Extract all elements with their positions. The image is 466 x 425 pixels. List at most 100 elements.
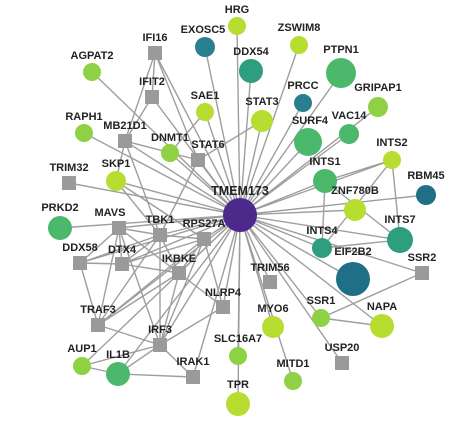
node-label-myo6: MYO6 (257, 303, 288, 315)
node-label-ints2: INTS2 (376, 137, 407, 149)
node-stat3 (251, 110, 273, 132)
node-label-mb21d1: MB21D1 (103, 120, 146, 132)
node-label-rps27a: RPS27A (183, 218, 226, 230)
node-label-stat3: STAT3 (245, 96, 278, 108)
node-hrg (228, 17, 246, 35)
node-label-ints4: INTS4 (306, 225, 338, 237)
node-label-aup1: AUP1 (67, 343, 96, 355)
edge-dtx4-ikbke (121, 263, 180, 274)
node-ints2 (383, 151, 401, 169)
node-label-ints7: INTS7 (384, 214, 415, 226)
node-agpat2 (83, 63, 101, 81)
edge-tmem173-raph1 (83, 132, 241, 216)
edge-tbk1-rps27a (159, 234, 205, 240)
node-label-slc16a7: SLC16A7 (214, 333, 262, 345)
edge-traf3-irf3 (97, 324, 161, 346)
edge-mavs-ikbke (118, 227, 180, 274)
label-layer: TMEM173 HRG EXOSC5 ZSWIM8 IFI16 DDX54 PTPN1 AGP… (41, 4, 444, 391)
edge-nlrp4-irf3 (159, 306, 224, 346)
node-irf3 (153, 338, 167, 352)
node-rps27a (197, 232, 211, 246)
node-label-prkd2: PRKD2 (41, 202, 78, 214)
edge-tmem173-znf780b (239, 209, 356, 216)
node-skp1 (106, 171, 126, 191)
node-vac14 (339, 124, 359, 144)
node-ints4 (312, 238, 332, 258)
node-mitd1 (284, 372, 302, 390)
edge-mavs-traf3 (97, 227, 120, 326)
node-label-ddx54: DDX54 (233, 46, 269, 58)
node-label-ddx58: DDX58 (62, 242, 97, 254)
edge-tmem173-mb21d1 (124, 140, 241, 216)
node-sae1 (196, 103, 214, 121)
edge-ikbke-traf3 (97, 272, 180, 326)
edge-tmem173-ints7 (239, 214, 401, 241)
node-label-tpr: TPR (227, 379, 249, 391)
edge-tmem173-ptpn1 (239, 72, 342, 216)
node-exosc5 (195, 37, 215, 57)
node-label-ikbke: IKBKE (162, 253, 196, 265)
edge-tbk1-traf3 (97, 234, 161, 326)
edge-rps27a-traf3 (97, 238, 205, 326)
edge-ssr1-ssr2 (320, 272, 423, 319)
edge-tmem173-mavs (118, 214, 241, 229)
node-label-skp1: SKP1 (102, 158, 131, 170)
edge-ints2-ints7 (391, 159, 401, 241)
node-label-il1b: IL1B (106, 349, 130, 361)
node-irak1 (186, 370, 200, 384)
node-traf3 (91, 318, 105, 332)
node-label-agpat2: AGPAT2 (71, 50, 114, 62)
node-label-nlrp4: NLRP4 (205, 287, 242, 299)
node-trim56 (263, 275, 277, 289)
node-ptpn1 (326, 58, 356, 88)
edge-ifi16-ifit2 (151, 52, 156, 98)
edge-tmem173-aup1 (81, 214, 241, 367)
edge-irf3-aup1 (81, 344, 161, 367)
node-slc16a7 (229, 347, 247, 365)
node-label-ptpn1: PTPN1 (323, 44, 358, 56)
node-label-rbm45: RBM45 (407, 170, 444, 182)
edge-tmem173-agpat2 (91, 71, 241, 216)
edge-rps27a-nlrp4 (203, 238, 224, 308)
edge-ints4-ints7 (321, 239, 401, 249)
node-layer (48, 17, 436, 416)
node-ints1 (313, 169, 337, 193)
edge-tmem173-gripap1 (239, 106, 379, 216)
edge-rps27a-irf3 (159, 238, 205, 346)
edge-tmem173-ddx54 (239, 70, 252, 216)
edge-tmem173-vac14 (239, 133, 350, 216)
node-tpr (226, 392, 250, 416)
edge-ikbke-irf3 (159, 272, 180, 346)
node-dtx4 (115, 257, 129, 271)
node-stat6 (191, 153, 205, 167)
node-label-hrg: HRG (225, 4, 249, 16)
node-zswim8 (290, 36, 308, 54)
node-napa (370, 314, 394, 338)
node-ifi16 (148, 46, 162, 60)
node-label-dnmt1: DNMT1 (151, 132, 189, 144)
node-prcc (294, 94, 312, 112)
edge-tmem173-prkd2 (59, 214, 241, 229)
node-usp20 (335, 356, 349, 370)
node-label-tbk1: TBK1 (146, 214, 175, 226)
edge-ddx58-traf3 (79, 262, 99, 326)
node-ikbke (172, 266, 186, 280)
node-label-ssr2: SSR2 (408, 252, 437, 264)
node-ssr1 (312, 309, 330, 327)
edge-mavs-irf3 (118, 227, 161, 346)
node-label-trim56: TRIM56 (250, 262, 289, 274)
node-rbm45 (416, 185, 436, 205)
edge-il1b-irak1 (117, 373, 194, 378)
node-label-napa: NAPA (367, 301, 397, 313)
node-ssr2 (415, 266, 429, 280)
node-label-ints1: INTS1 (309, 156, 340, 168)
node-tmem173 (223, 198, 257, 232)
node-prkd2 (48, 216, 72, 240)
edge-ifit2-mb21d1 (124, 96, 153, 142)
node-label-ssr1: SSR1 (307, 295, 336, 307)
edge-tmem173-ssr1 (239, 214, 322, 319)
edge-stat6-tbk1 (159, 159, 199, 236)
node-label-ifi16: IFI16 (142, 32, 167, 44)
node-label-exosc5: EXOSC5 (181, 24, 226, 36)
